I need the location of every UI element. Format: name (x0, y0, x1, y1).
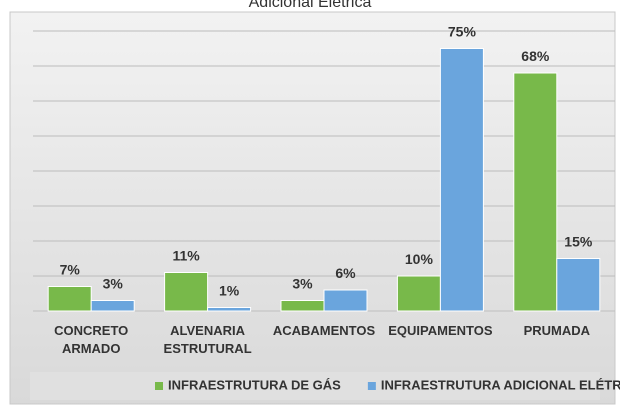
chart-title: Adicional Elétrica (249, 0, 372, 11)
bar (164, 272, 209, 312)
bar (513, 72, 558, 312)
bar (439, 48, 484, 312)
data-label: 1% (219, 283, 240, 299)
bar (280, 300, 325, 312)
bar (396, 275, 441, 312)
bar (90, 300, 135, 312)
x-tick-label: ACABAMENTOS (272, 323, 376, 338)
data-label: 6% (335, 265, 356, 281)
x-tick-label: PRUMADA (523, 323, 591, 338)
data-label: 7% (60, 262, 81, 278)
legend-swatch (367, 382, 376, 390)
bar (556, 258, 601, 312)
data-label: 3% (103, 276, 124, 292)
bar (47, 286, 92, 312)
data-label: 68% (521, 48, 550, 64)
legend-swatch (155, 382, 163, 390)
x-tick-label: EQUIPAMENTOS (388, 323, 493, 338)
bar (323, 289, 368, 312)
x-tick-label: ALVENARIA ESTRUTURAL (163, 323, 252, 356)
data-label: 3% (292, 276, 313, 292)
data-label: 15% (564, 234, 593, 250)
legend-label: INFRAESTRUTURA ADICIONAL ELÉTRICA (381, 377, 620, 392)
x-tick-label: CONCRETO ARMADO (54, 323, 129, 356)
bar (207, 307, 252, 312)
data-label: 10% (405, 251, 434, 267)
data-label: 75% (448, 24, 477, 40)
legend-label: INFRAESTRUTURA DE GÁS (168, 377, 341, 392)
legend-box (30, 372, 600, 400)
data-label: 11% (172, 248, 200, 264)
